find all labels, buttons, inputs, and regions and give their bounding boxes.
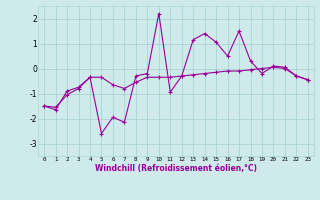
X-axis label: Windchill (Refroidissement éolien,°C): Windchill (Refroidissement éolien,°C) xyxy=(95,164,257,173)
